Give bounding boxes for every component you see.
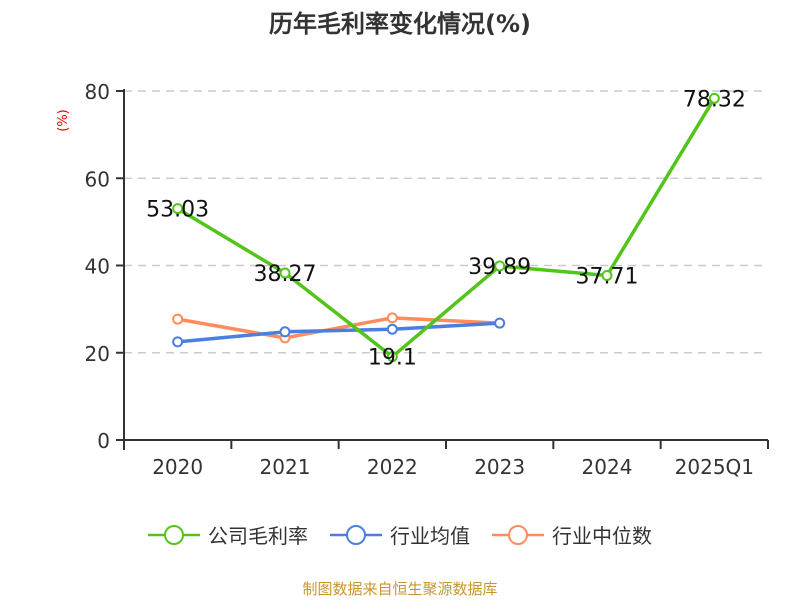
data-label: 37.71 [576, 264, 639, 289]
legend-label: 行业中位数 [552, 524, 652, 548]
data-point[interactable] [601, 269, 613, 281]
data-point[interactable] [172, 203, 184, 215]
x-tick-label: 2023 [474, 455, 525, 479]
series-line [177, 316, 500, 340]
series-line [176, 97, 716, 359]
legend: 公司毛利率 行业均值 行业中位数 [0, 520, 800, 549]
y-tick-label: 0 [97, 429, 110, 453]
legend-label: 公司毛利率 [208, 524, 308, 548]
data-point[interactable] [494, 260, 506, 272]
data-point[interactable] [386, 351, 398, 363]
chart-title: 历年毛利率变化情况(%) [269, 10, 531, 38]
legend-line-circle-icon [148, 524, 200, 545]
legend-item[interactable]: 行业均值 [330, 520, 470, 549]
y-tick-label: 20 [85, 342, 110, 366]
data-point[interactable] [708, 92, 720, 104]
data-point[interactable] [172, 336, 184, 348]
data-label: 19.1 [368, 346, 417, 371]
data-label: 39.89 [468, 255, 531, 280]
data-point[interactable] [279, 267, 291, 279]
data-label: 78.32 [683, 87, 746, 112]
x-tick-label: 2020 [152, 455, 203, 479]
data-label: 38.27 [254, 262, 317, 287]
y-tick-label: 80 [85, 80, 110, 104]
y-tick-label: 60 [85, 167, 110, 191]
data-point[interactable] [386, 323, 398, 335]
x-tick-label: 2025Q1 [675, 455, 754, 479]
data-point[interactable] [494, 317, 506, 329]
legend-item[interactable]: 行业中位数 [492, 520, 652, 549]
data-source-footer: 制图数据来自恒生聚源数据库 [302, 580, 498, 598]
data-point[interactable] [386, 312, 398, 324]
y-tick-label: 40 [85, 255, 110, 279]
data-label: 53.03 [146, 198, 209, 223]
legend-label: 行业均值 [390, 524, 470, 548]
legend-item[interactable]: 公司毛利率 [148, 520, 308, 549]
series-line [177, 321, 500, 344]
x-tick-label: 2024 [582, 455, 633, 479]
legend-line-circle-icon [492, 524, 544, 545]
x-tick-label: 2021 [260, 455, 311, 479]
legend-line-circle-icon [330, 524, 382, 545]
data-point[interactable] [172, 313, 184, 325]
data-point[interactable] [279, 326, 291, 338]
x-tick-label: 2022 [367, 455, 418, 479]
